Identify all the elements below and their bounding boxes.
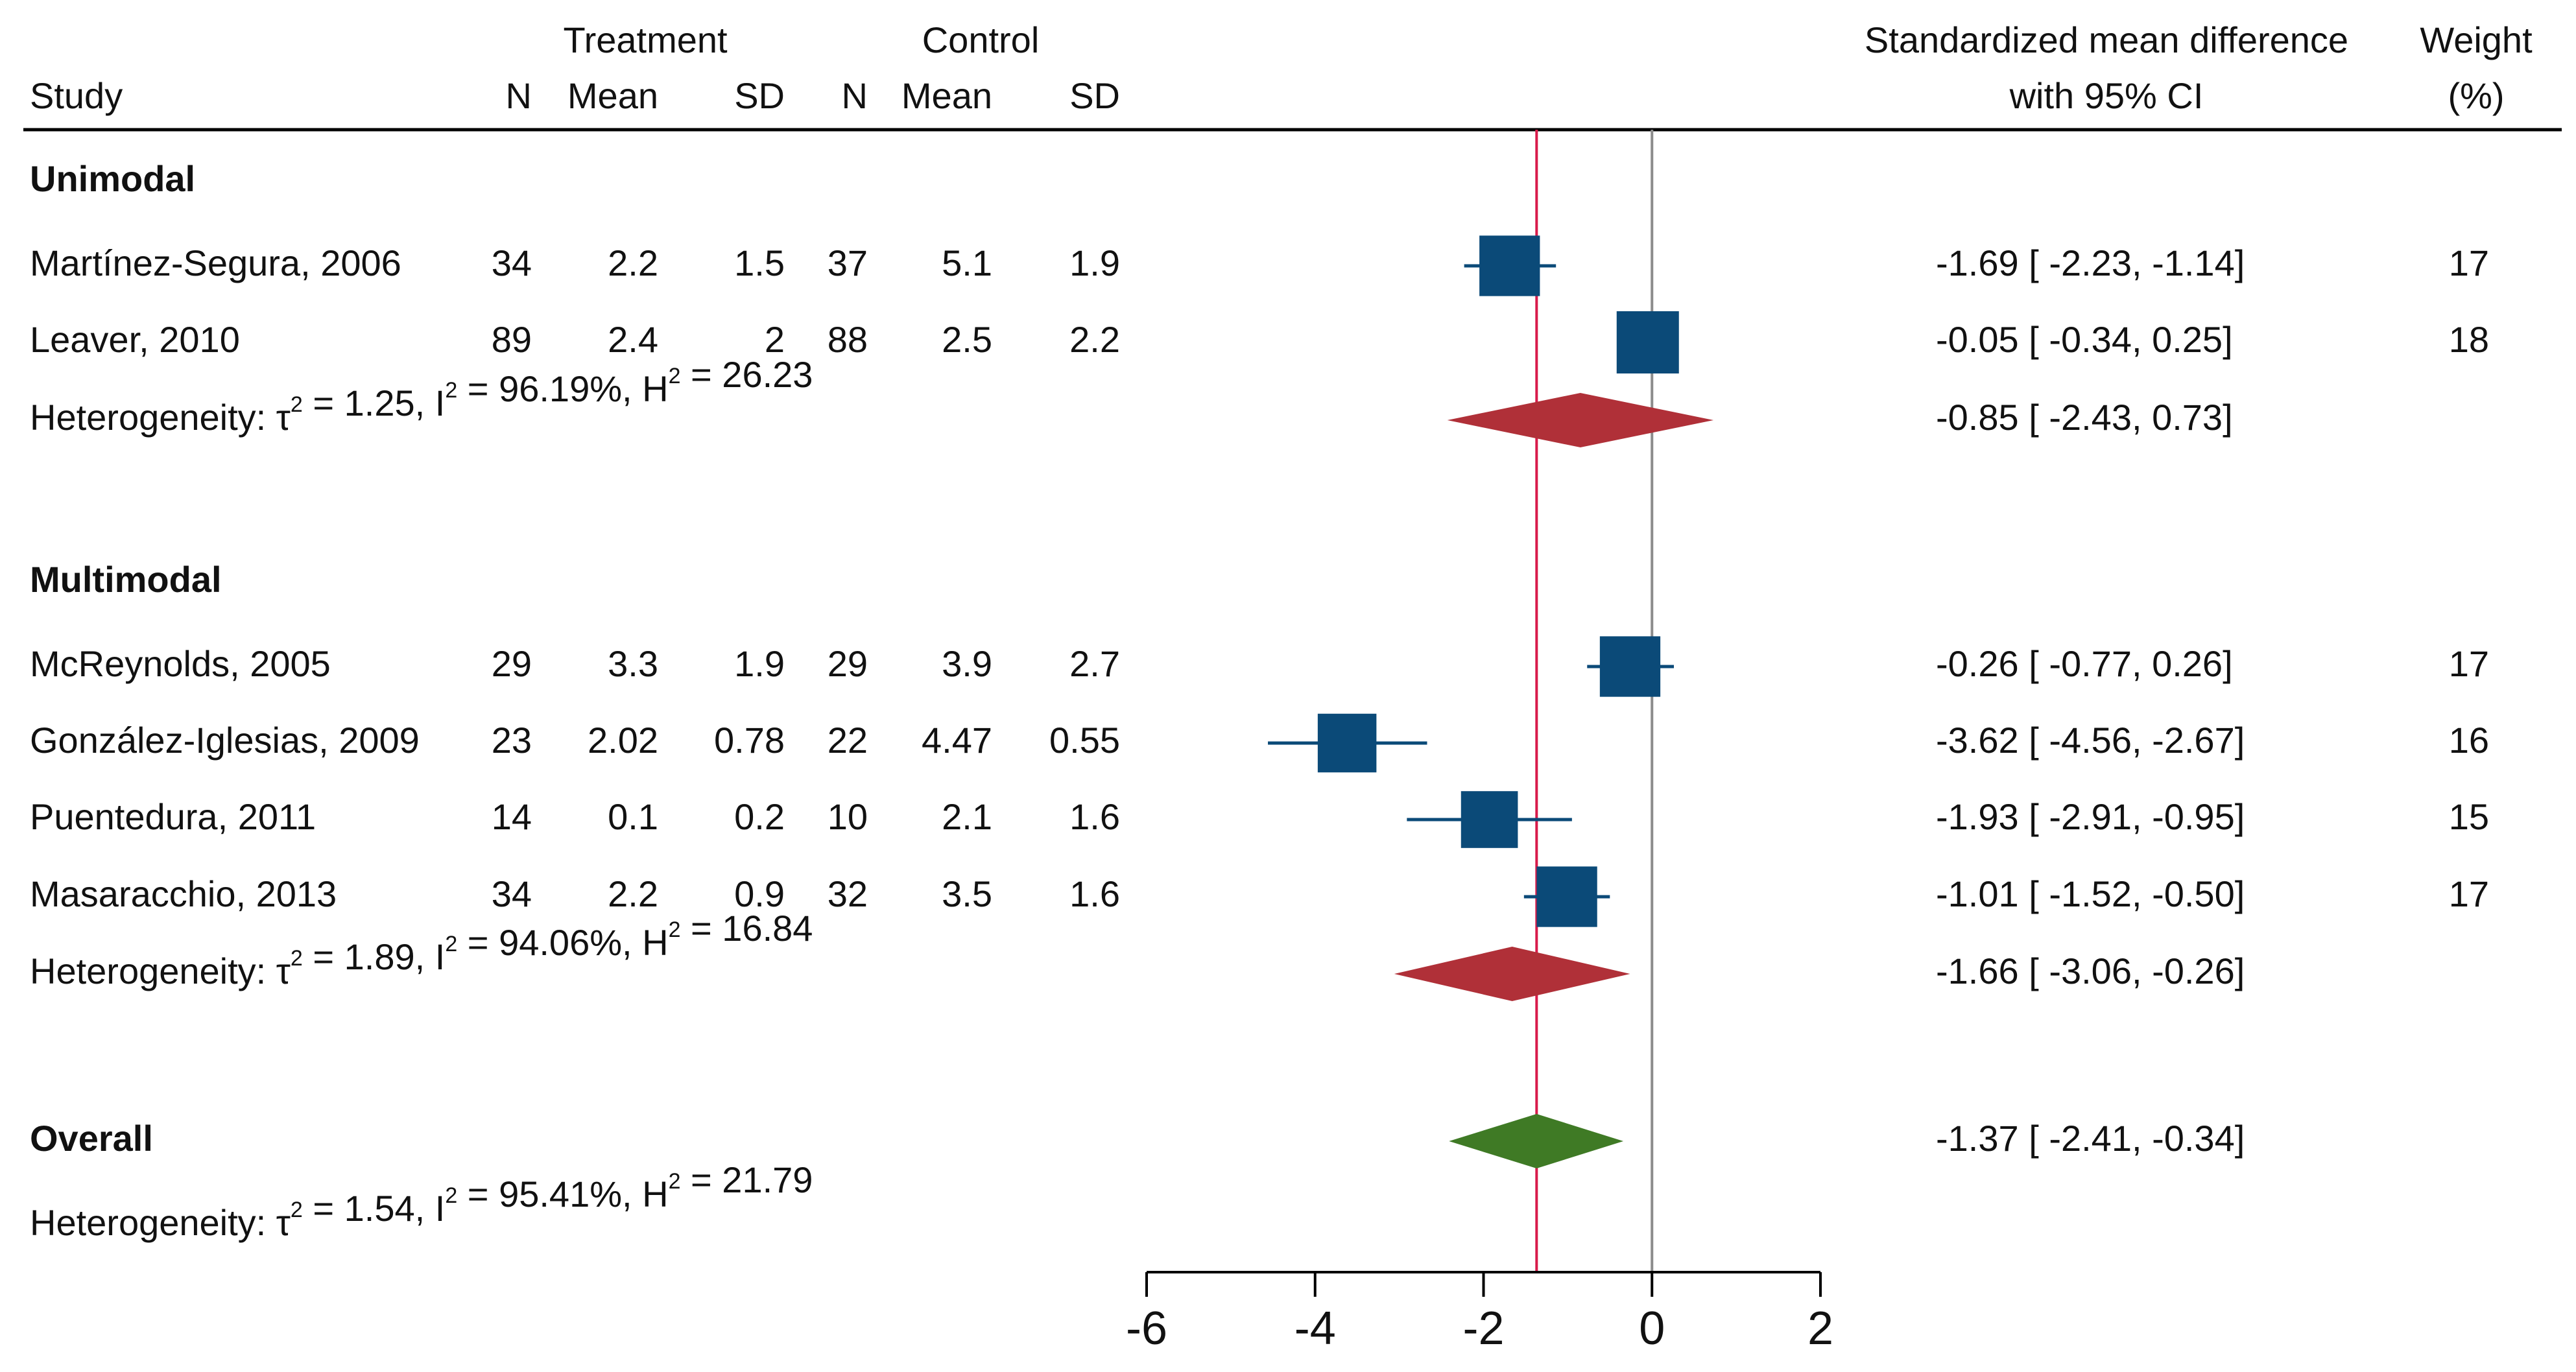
control-n: 10	[828, 796, 868, 837]
control-n: 37	[828, 242, 868, 283]
study-marker	[1479, 235, 1540, 296]
treatment-mean: 2.2	[608, 242, 658, 283]
study-label: Leaver, 2010	[30, 319, 240, 360]
header-control-n: N	[842, 75, 868, 116]
study-effect-ci: -0.26 [ -0.77, 0.26]	[1936, 643, 2233, 684]
study-marker	[1599, 636, 1661, 697]
group-summary-diamond	[1394, 947, 1630, 1001]
header-study: Study	[30, 75, 123, 116]
control-sd: 0.55	[1049, 720, 1120, 761]
treatment-mean: 2.2	[608, 873, 658, 914]
study-label: González-Iglesias, 2009	[30, 720, 420, 761]
header-weight-line2: (%)	[2448, 75, 2504, 116]
treatment-sd: 2	[765, 319, 785, 360]
overall-ci: -1.37 [ -2.41, -0.34]	[1936, 1118, 2245, 1159]
treatment-n: 14	[492, 796, 532, 837]
control-sd: 2.2	[1069, 319, 1120, 360]
rows-group: Unimodal Martínez-Segura, 2006 34 2.2 1.5 37 5…	[30, 158, 2489, 1243]
header-control-sd: SD	[1069, 75, 1120, 116]
treatment-mean: 3.3	[608, 643, 658, 684]
study-effect-ci: -1.93 [ -2.91, -0.95]	[1936, 796, 2245, 837]
study-effect-ci: -1.69 [ -2.23, -1.14]	[1936, 242, 2245, 283]
study-label: Masaracchio, 2013	[30, 873, 337, 914]
treatment-mean: 2.4	[608, 319, 658, 360]
header-effect-line1: Standardized mean difference	[1865, 19, 2348, 60]
overall-heterogeneity: Heterogeneity: τ2 = 1.54, I2 = 95.41%, H…	[30, 1159, 813, 1243]
header-treatment: Treatment	[563, 19, 728, 60]
study-effect-ci: -0.05 [ -0.34, 0.25]	[1936, 319, 2233, 360]
treatment-sd: 1.5	[734, 242, 785, 283]
treatment-sd: 0.78	[714, 720, 785, 761]
treatment-n: 23	[492, 720, 532, 761]
overall-label: Overall	[30, 1118, 153, 1159]
group-summary-ci: -0.85 [ -2.43, 0.73]	[1936, 397, 2233, 438]
control-mean: 2.5	[942, 319, 992, 360]
treatment-sd: 0.9	[734, 873, 785, 914]
study-marker	[1461, 791, 1518, 848]
study-weight: 17	[2449, 643, 2489, 684]
treatment-n: 29	[492, 643, 532, 684]
x-tick-label: 2	[1807, 1303, 1833, 1354]
group-summary-diamond	[1447, 393, 1714, 447]
x-tick-label: 0	[1639, 1303, 1665, 1354]
study-label: Martínez-Segura, 2006	[30, 242, 401, 283]
header-treatment-sd: SD	[734, 75, 785, 116]
study-marker	[1536, 866, 1597, 927]
control-mean: 2.1	[942, 796, 992, 837]
x-axis: -6 -4 -2 0 2	[1126, 1271, 1833, 1354]
group-summary-ci: -1.66 [ -3.06, -0.26]	[1936, 951, 2245, 991]
group-label-multimodal: Multimodal	[30, 559, 222, 600]
treatment-sd: 0.2	[734, 796, 785, 837]
study-weight: 18	[2449, 319, 2489, 360]
group-label-unimodal: Unimodal	[30, 158, 195, 199]
header-control-mean: Mean	[901, 75, 992, 116]
x-tick-label: -4	[1294, 1303, 1336, 1354]
control-sd: 1.9	[1069, 242, 1120, 283]
reference-lines	[1535, 130, 1654, 1272]
control-mean: 5.1	[942, 242, 992, 283]
treatment-mean: 2.02	[588, 720, 658, 761]
control-mean: 3.9	[942, 643, 992, 684]
header-treatment-mean: Mean	[567, 75, 658, 116]
treatment-n: 34	[492, 873, 532, 914]
header-effect-line2: with 95% CI	[2009, 75, 2204, 116]
overall-diamond	[1449, 1114, 1624, 1168]
study-effect-ci: -3.62 [ -4.56, -2.67]	[1936, 720, 2245, 761]
header-treatment-n: N	[506, 75, 532, 116]
study-weight: 15	[2449, 796, 2489, 837]
x-tick-label: -2	[1462, 1303, 1504, 1354]
group-heterogeneity: Heterogeneity: τ2 = 1.25, I2 = 96.19%, H…	[30, 354, 813, 438]
control-n: 32	[828, 873, 868, 914]
treatment-n: 89	[492, 319, 532, 360]
control-n: 29	[828, 643, 868, 684]
header-control: Control	[922, 19, 1040, 60]
group-heterogeneity: Heterogeneity: τ2 = 1.89, I2 = 94.06%, H…	[30, 908, 813, 991]
header-group: Treatment Control Study N Mean SD N Mean SD Stand…	[23, 19, 2562, 132]
control-sd: 2.7	[1069, 643, 1120, 684]
study-weight: 16	[2449, 720, 2489, 761]
study-weight: 17	[2449, 242, 2489, 283]
treatment-n: 34	[492, 242, 532, 283]
study-marker	[1616, 311, 1679, 373]
treatment-sd: 1.9	[734, 643, 785, 684]
control-sd: 1.6	[1069, 873, 1120, 914]
study-marker	[1317, 713, 1377, 773]
control-n: 22	[828, 720, 868, 761]
header-weight-line1: Weight	[2420, 19, 2533, 60]
control-sd: 1.6	[1069, 796, 1120, 837]
treatment-mean: 0.1	[608, 796, 658, 837]
control-mean: 4.47	[922, 720, 992, 761]
study-effect-ci: -1.01 [ -1.52, -0.50]	[1936, 873, 2245, 914]
study-weight: 17	[2449, 873, 2489, 914]
study-label: Puentedura, 2011	[30, 796, 316, 837]
control-n: 88	[828, 319, 868, 360]
x-tick-label: -6	[1126, 1303, 1167, 1354]
control-mean: 3.5	[942, 873, 992, 914]
study-label: McReynolds, 2005	[30, 643, 331, 684]
